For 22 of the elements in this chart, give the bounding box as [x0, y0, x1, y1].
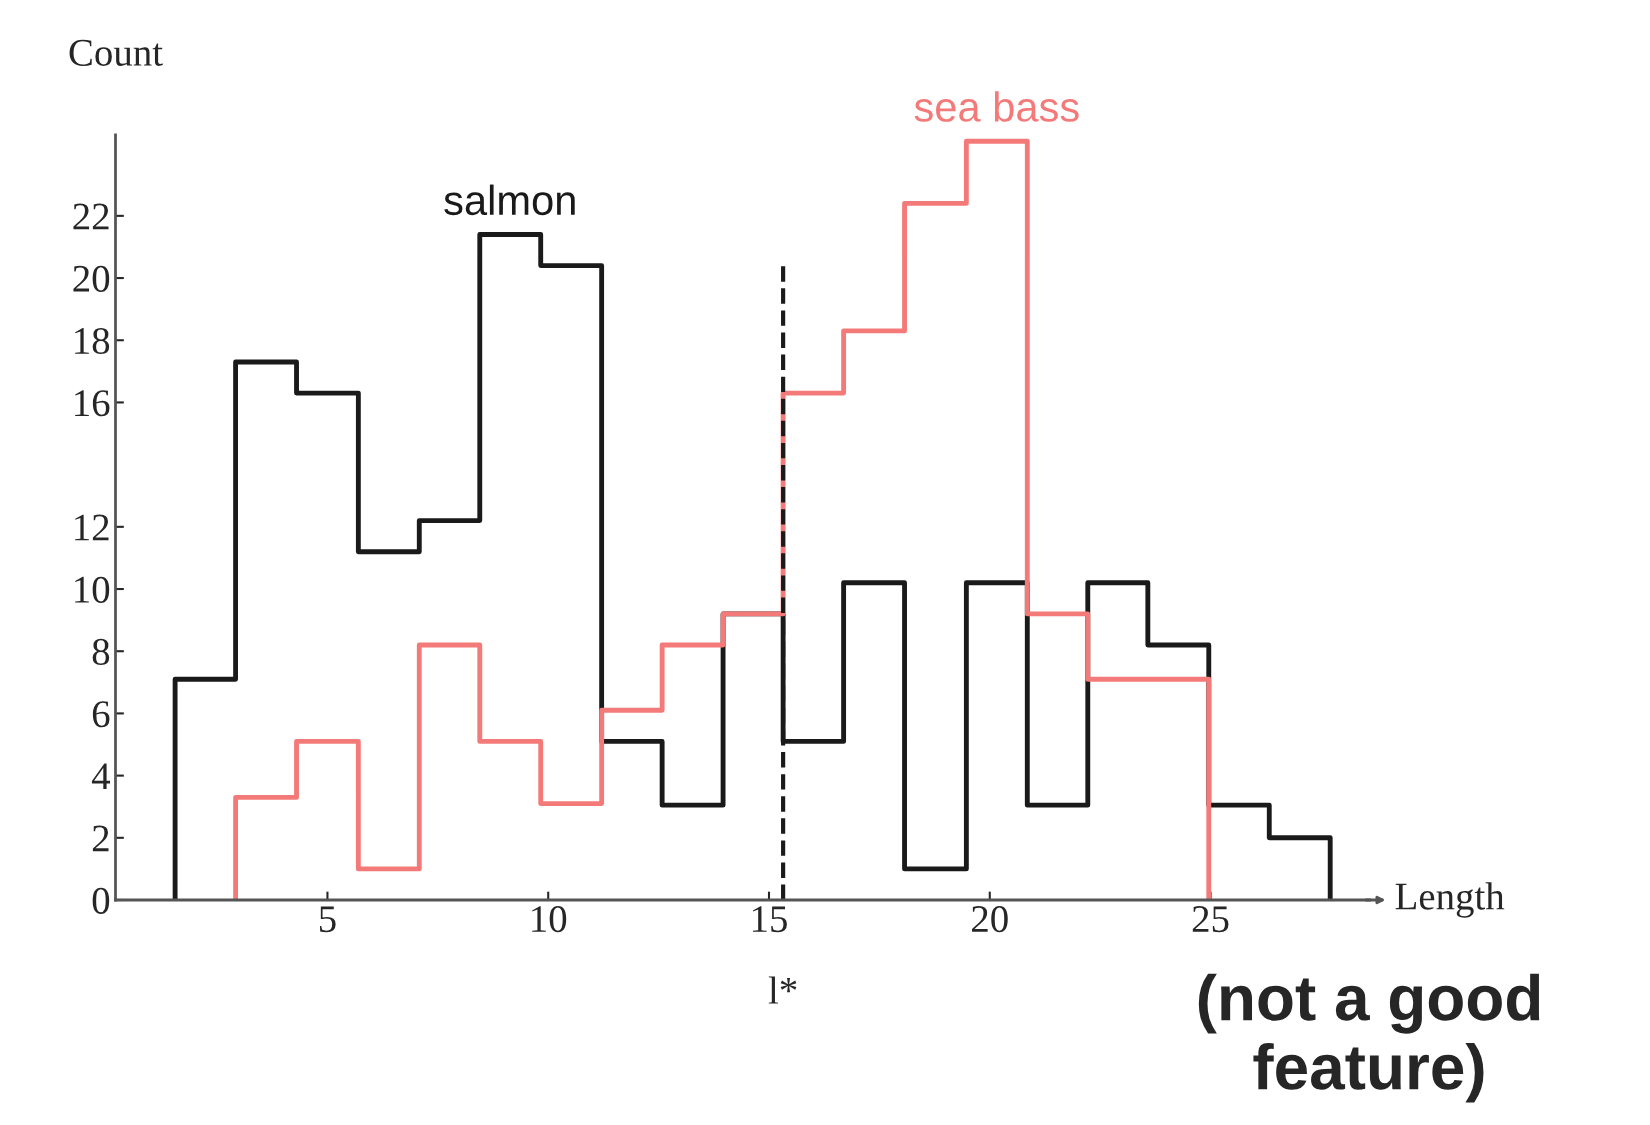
y-axis-title: Count: [69, 39, 163, 66]
x-tick-label: 15: [752, 906, 787, 933]
series-label: sea bass: [914, 91, 1079, 122]
x-tick-label: 5: [319, 906, 336, 933]
x-axis-title: Length: [1395, 882, 1505, 918]
series-label: salmon: [444, 184, 575, 216]
text: (not a good feature): [1198, 973, 1540, 1103]
y-tick-label: 10: [75, 576, 110, 603]
y-tick-label: 18: [75, 327, 110, 355]
y-tick-label: 20: [73, 265, 110, 292]
x-tick-label: 20: [972, 905, 1008, 933]
y-tick-label: 2: [92, 825, 109, 852]
y-tick-label: 6: [92, 701, 110, 728]
x-tick-label: 10: [532, 905, 567, 933]
x-tick-label: 25: [1192, 906, 1229, 933]
y-tick-label: 22: [73, 203, 109, 230]
y-tick-label: 0: [92, 887, 110, 914]
y-tick-label: 16: [75, 390, 110, 417]
y-tick-label: 12: [75, 514, 109, 541]
y-tick-label: 8: [92, 638, 110, 666]
y-tick-label: 4: [91, 763, 111, 790]
ref-line-label: l*: [768, 976, 797, 1004]
